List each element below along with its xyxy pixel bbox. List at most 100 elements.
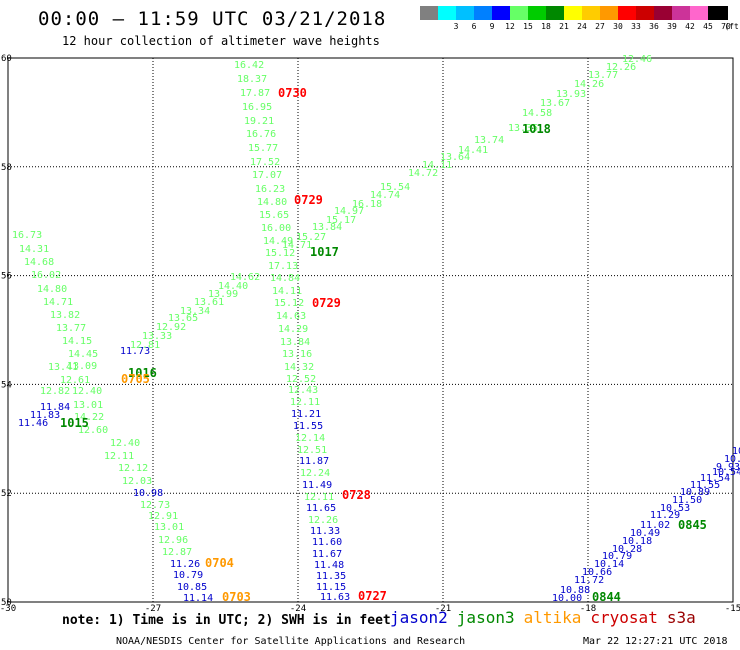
wave-height-label: 14.41 <box>458 145 488 156</box>
wave-height-label: 15.65 <box>259 210 289 221</box>
wave-height-label: 13.09 <box>67 361 97 372</box>
wave-height-label: 11.26 <box>170 559 200 570</box>
wave-height-label: 13.77 <box>56 323 86 334</box>
wave-height-label: 11.02 <box>640 520 670 531</box>
legend-item-jason2: jason2 <box>390 608 448 627</box>
wave-height-label: 12.26 <box>606 62 636 73</box>
wave-height-label: 12.11 <box>304 492 334 503</box>
wave-height-label: 16.02 <box>31 270 61 281</box>
wave-height-label: 12.12 <box>118 463 148 474</box>
pass-time-label: 0704 <box>205 556 234 570</box>
scale-label: 9 <box>489 22 495 31</box>
wave-height-label: 14.74 <box>370 190 400 201</box>
note-text: note: 1) Time is in UTC; 2) SWH is in fe… <box>62 613 391 628</box>
pass-time-label: 0844 <box>592 590 621 604</box>
lon-tick-label: -27 <box>145 604 161 614</box>
wave-height-label: 10.53 <box>660 503 690 514</box>
wave-height-label: 13.01 <box>73 400 103 411</box>
wave-height-label: 10 <box>732 446 740 457</box>
wave-height-label: 13.65 <box>168 313 198 324</box>
pass-time-label: 0729 <box>294 193 323 207</box>
generation-timestamp: Mar 22 12:27:21 UTC 2018 <box>583 636 728 647</box>
wave-height-label: 10.49 <box>630 528 660 539</box>
wave-height-label: 14.40 <box>218 281 248 292</box>
wave-height-label: 16.73 <box>12 230 42 241</box>
wave-height-label: 15.17 <box>326 215 356 226</box>
wave-height-label: 11.65 <box>306 503 336 514</box>
scale-swatch <box>456 6 476 20</box>
wave-height-label: 13.33 <box>142 331 172 342</box>
wave-height-label: 14.22 <box>74 412 104 423</box>
wave-height-label: 19.21 <box>244 116 274 127</box>
lat-tick-label: 52 <box>1 489 12 499</box>
wave-height-label: 14.72 <box>408 168 438 179</box>
wave-height-label: 14.49 <box>263 236 293 247</box>
wave-height-label: 11.55 <box>690 480 720 491</box>
wave-height-label: 10.88 <box>560 585 590 596</box>
wave-height-label: 11.87 <box>299 456 329 467</box>
wave-height-label: 14.80 <box>37 284 67 295</box>
scale-swatch <box>564 6 584 20</box>
wave-height-label: 11.14 <box>183 593 213 604</box>
scale-label: 18 <box>541 22 551 31</box>
wave-height-label: 11.33 <box>310 526 340 537</box>
wave-height-label: 12.82 <box>40 386 70 397</box>
wave-height-label: 10.14 <box>594 559 624 570</box>
wave-height-label: 10.89 <box>680 487 710 498</box>
wave-height-label: 15.77 <box>248 143 278 154</box>
wave-height-label: 12.03 <box>122 476 152 487</box>
scale-label: 15 <box>523 22 533 31</box>
lat-tick-label: 58 <box>1 163 12 173</box>
wave-height-label: 12.46 <box>622 54 652 65</box>
wave-height-label: 13.93 <box>556 89 586 100</box>
wave-height-label: 9.93 <box>716 462 740 473</box>
wave-height-label: 15.12 <box>265 248 295 259</box>
wave-height-label: 11.48 <box>314 560 344 571</box>
pass-time-label: 1018 <box>522 122 551 136</box>
wave-height-label: 12.52 <box>286 374 316 385</box>
wave-height-label: 12.14 <box>295 433 325 444</box>
scale-swatch <box>420 6 440 20</box>
footer-credit: NOAA/NESDIS Center for Satellite Applica… <box>116 636 466 647</box>
wave-height-label: 16.95 <box>242 102 272 113</box>
wave-height-label: 14.29 <box>278 324 308 335</box>
lat-tick-label: 54 <box>1 380 12 390</box>
wave-height-label: 14.26 <box>574 79 604 90</box>
wave-height-label: 10.12 <box>724 454 740 465</box>
wave-height-label: 14.97 <box>334 206 364 217</box>
wave-height-label: 10.79 <box>173 570 203 581</box>
scale-label: 24 <box>577 22 587 31</box>
wave-height-label: 11.55 <box>293 421 323 432</box>
wave-height-label: 14.11 <box>272 286 302 297</box>
wave-height-label: 14.63 <box>276 311 306 322</box>
wave-height-label: 13.67 <box>540 98 570 109</box>
scale-label: 6 <box>471 22 477 31</box>
scale-label: 27 <box>595 22 605 31</box>
lat-tick-label: 60 <box>1 54 12 64</box>
lat-tick-label: 50 <box>1 598 12 608</box>
wave-height-label: 16.23 <box>255 184 285 195</box>
wave-height-label: 11.21 <box>291 409 321 420</box>
wave-height-label: 12.43 <box>288 385 318 396</box>
scale-label: 45 <box>703 22 713 31</box>
scale-swatch <box>492 6 512 20</box>
scale-label: 30 <box>613 22 623 31</box>
pass-time-label: 1017 <box>310 245 339 259</box>
pass-time-label: 1015 <box>60 416 89 430</box>
wave-height-label: 13.77 <box>588 70 618 81</box>
wave-height-label: 14.71 <box>43 297 73 308</box>
scale-swatch <box>654 6 674 20</box>
wave-height-label: 18.37 <box>237 74 267 85</box>
scale-unit: (ft) <box>724 22 740 31</box>
wave-height-label: 11.15 <box>316 582 346 593</box>
pass-time-label: 1016 <box>128 366 157 380</box>
wave-height-label: 14.31 <box>19 244 49 255</box>
pass-time-label: 0730 <box>278 86 307 100</box>
page-title: 00:00 – 11:59 UTC 03/21/2018 <box>38 8 387 30</box>
wave-height-label: 12.51 <box>297 445 327 456</box>
wave-height-label: 13.82 <box>50 310 80 321</box>
pass-time-label: 0728 <box>342 488 371 502</box>
wave-height-label: 11.46 <box>18 418 48 429</box>
scale-swatch <box>600 6 620 20</box>
